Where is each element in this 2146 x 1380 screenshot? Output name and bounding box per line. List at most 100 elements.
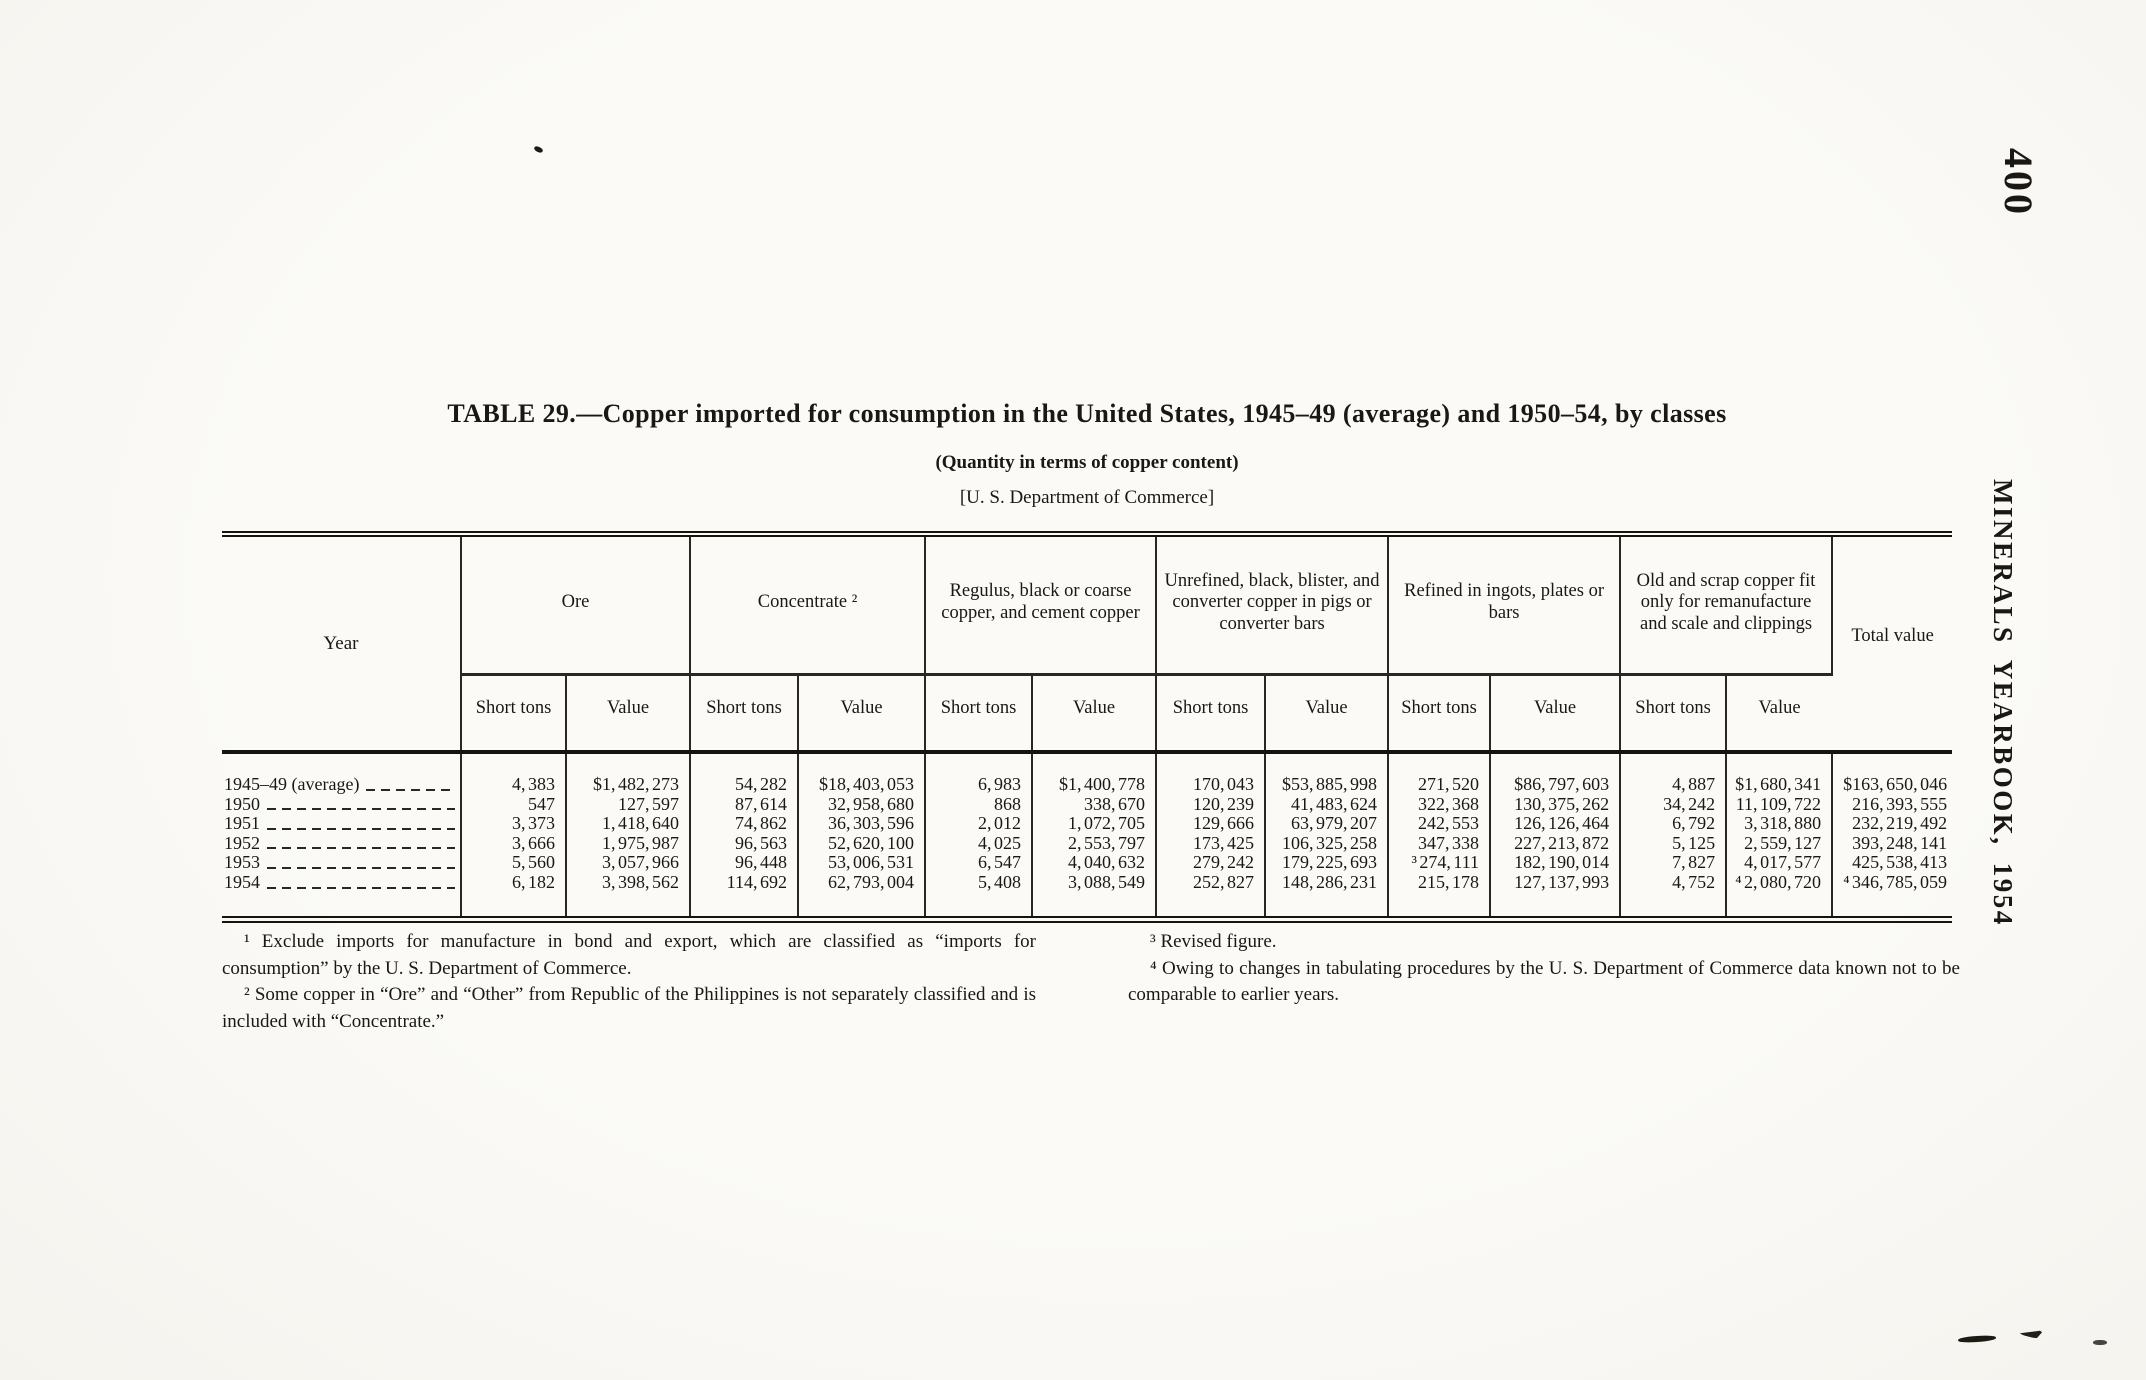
row-year-label: 1953 (224, 853, 260, 873)
cell-regulus-value: 2, 553, 797 (1032, 833, 1158, 854)
cell-year: 1953 (222, 853, 462, 873)
cell-concentrate-short-tons: 74, 862 (690, 814, 800, 834)
subheader-regulus-short-tons: Short tons (925, 674, 1034, 754)
footnotes-left-column: ¹ Exclude imports for manufacture in bon… (222, 929, 1036, 1035)
cell-year: 1945–49 (average) (222, 752, 462, 795)
cell-refined-value: 126, 126, 464 (1490, 814, 1622, 834)
cell-concentrate-value: 52, 620, 100 (798, 833, 927, 854)
subheader-concentrate-short-tons: Short tons (690, 674, 800, 754)
subheader-old-scrap-short-tons: Short tons (1620, 674, 1728, 754)
footnote-4: ⁴ Owing to changes in tabulating procedu… (1128, 957, 1960, 1006)
table-row-1945-49: 1945–49 (average) 4, 383 $1, 482, 273 54… (222, 752, 1952, 795)
dash-leader (267, 827, 455, 830)
footnotes-right-column: ³ Revised figure. ⁴ Owing to changes in … (1128, 929, 1960, 1009)
ink-speck (533, 145, 544, 154)
cell-regulus-value: 4, 040, 632 (1032, 853, 1158, 873)
cell-refined-value: $86, 797, 603 (1490, 752, 1622, 795)
col-header-year: Year (222, 534, 462, 754)
ink-speck (2093, 1340, 2107, 1345)
cell-concentrate-short-tons: 96, 563 (690, 833, 800, 854)
cell-regulus-value: 3, 088, 549 (1032, 872, 1158, 920)
col-header-regulus: Regulus, black or coarse copper, and cem… (925, 534, 1158, 676)
cell-unrefined-short-tons: 252, 827 (1156, 872, 1267, 920)
cell-year: 1950 (222, 794, 462, 815)
cell-old-scrap-short-tons: 4, 752 (1620, 872, 1728, 920)
dash-leader (366, 788, 455, 791)
cell-unrefined-value: 179, 225, 693 (1265, 853, 1390, 873)
subheader-concentrate-value: Value (798, 674, 927, 754)
subheader-ore-short-tons: Short tons (461, 674, 567, 754)
cell-ore-value: 3, 057, 966 (566, 853, 692, 873)
cell-regulus-value: $1, 400, 778 (1032, 752, 1158, 795)
cell-unrefined-short-tons: 170, 043 (1156, 752, 1267, 795)
header-row-units: Short tons Value Short tons Value Short … (222, 674, 1952, 754)
cell-concentrate-value: 53, 006, 531 (798, 853, 927, 873)
cell-total-value: $163, 650, 046 (1843, 774, 1948, 794)
cell-total-value: 393, 248, 141 (1852, 833, 1948, 853)
dash-leader (267, 886, 455, 889)
cell-total-value: 425, 538, 413 (1852, 853, 1948, 873)
footnote-1: ¹ Exclude imports for manufacture in bon… (222, 931, 1036, 979)
cell-refined-value: 227, 213, 872 (1490, 833, 1622, 854)
cell-regulus-value: 338, 670 (1032, 794, 1158, 815)
dash-leader (267, 866, 455, 869)
table-row-1950: 1950 547 127, 597 87, 614 32, 958, 680 8… (222, 794, 1952, 815)
cell-ore-short-tons: 3, 666 (461, 833, 567, 854)
cell-ore-value: 127, 597 (566, 794, 692, 815)
cell-ore-short-tons: 547 (461, 794, 567, 815)
cell-old-scrap-short-tons: 5, 125 (1620, 833, 1728, 854)
footnote-3: ³ Revised figure. (1150, 931, 1277, 952)
cell-refined-value: 130, 375, 262 (1490, 794, 1622, 815)
cell-unrefined-value: 148, 286, 231 (1265, 872, 1390, 920)
table-subtitle: (Quantity in terms of copper content) (935, 452, 1239, 473)
table-row-1953: 1953 5, 560 3, 057, 966 96, 448 53, 006,… (222, 853, 1952, 873)
cell-regulus-short-tons: 4, 025 (925, 833, 1034, 854)
cell-refined-short-tons: 242, 553 (1388, 814, 1492, 834)
col-header-ore: Ore (461, 534, 692, 676)
subheader-refined-value: Value (1490, 674, 1622, 754)
row-year-label: 1952 (224, 833, 260, 853)
cell-ore-value: 1, 418, 640 (566, 814, 692, 834)
cell-ore-value: 3, 398, 562 (566, 872, 692, 920)
row-year-label: 1951 (224, 814, 260, 834)
cell-old-scrap-value: 4, 017, 577 (1726, 853, 1834, 873)
row-year-label: 1945–49 (average) (224, 774, 360, 794)
cell-old-scrap-short-tons: 6, 792 (1620, 814, 1728, 834)
cell-concentrate-short-tons: 96, 448 (690, 853, 800, 873)
table-row-1951: 1951 3, 373 1, 418, 640 74, 862 36, 303,… (222, 814, 1952, 834)
table-title: TABLE 29.—Copper imported for consumptio… (447, 399, 1727, 428)
cell-concentrate-value: 62, 793, 004 (798, 872, 927, 920)
cell-regulus-value: 1, 072, 705 (1032, 814, 1158, 834)
cell-refined-short-tons: 271, 520 (1388, 752, 1492, 795)
cell-refined-short-tons: ³ 274, 111 (1388, 853, 1492, 873)
footnote-2: ² Some copper in “Ore” and “Other” from … (222, 984, 1036, 1032)
page-number: 400 (1996, 148, 2041, 217)
cell-concentrate-value: 36, 303, 596 (798, 814, 927, 834)
subheader-old-scrap-value: Value (1726, 674, 1833, 754)
cell-total-value: 216, 393, 555 (1852, 794, 1948, 814)
cell-ore-short-tons: 5, 560 (461, 853, 567, 873)
cell-concentrate-value: 32, 958, 680 (798, 794, 927, 815)
cell-regulus-short-tons: 6, 983 (925, 752, 1034, 795)
cell-concentrate-value: $18, 403, 053 (798, 752, 927, 795)
cell-unrefined-short-tons: 173, 425 (1156, 833, 1267, 854)
table-row-1952: 1952 3, 666 1, 975, 987 96, 563 52, 620,… (222, 833, 1952, 854)
table-source-line: [U. S. Department of Commerce] (959, 487, 1215, 508)
cell-regulus-short-tons: 2, 012 (925, 814, 1034, 834)
cell-refined-short-tons: 322, 368 (1388, 794, 1492, 815)
cell-total-value: ⁴ 346, 785, 059 (1843, 872, 1948, 892)
cell-unrefined-value: 106, 325, 258 (1265, 833, 1390, 854)
cell-regulus-short-tons: 6, 547 (925, 853, 1034, 873)
table-row-1954: 1954 6, 182 3, 398, 562 114, 692 62, 793… (222, 872, 1952, 920)
cell-old-scrap-value: 2, 559, 127 (1726, 833, 1834, 854)
subheader-unrefined-value: Value (1265, 674, 1390, 754)
col-header-concentrate: Concentrate ² (690, 534, 927, 676)
cell-old-scrap-value: $1, 680, 341 (1726, 752, 1834, 795)
cell-old-scrap-short-tons: 7, 827 (1620, 853, 1728, 873)
dash-leader (267, 808, 455, 811)
subheader-ore-value: Value (566, 674, 692, 754)
col-header-total-value: Total value (1832, 534, 1953, 754)
copper-imports-table: Year Ore Concentrate ² Regulus, black or… (222, 531, 1953, 923)
cell-unrefined-value: 63, 979, 207 (1265, 814, 1390, 834)
cell-refined-value: 182, 190, 014 (1490, 853, 1622, 873)
